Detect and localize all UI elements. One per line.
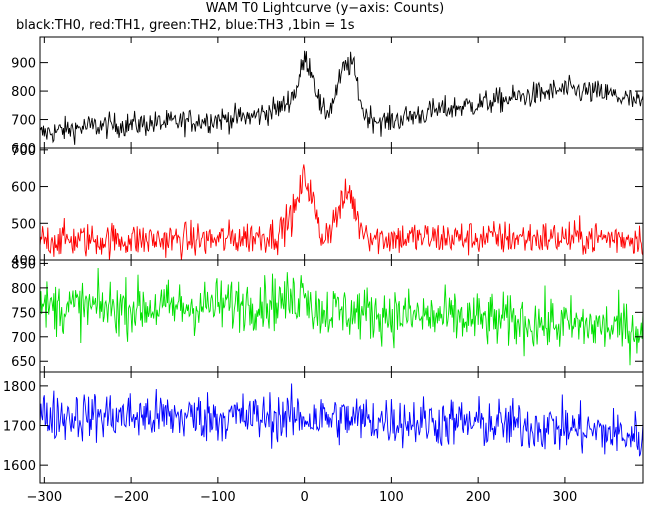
y-tick-label: 650	[11, 355, 36, 370]
x-tick-label: 100	[379, 490, 404, 505]
y-tick-label: 800	[11, 85, 36, 100]
x-tick-label: −100	[200, 490, 236, 505]
panel-frame	[39, 36, 644, 149]
y-tick-label: 1600	[3, 459, 36, 474]
y-tick-label: 700	[11, 114, 36, 129]
x-tick-label: −300	[26, 490, 62, 505]
series-line-th1	[40, 164, 643, 260]
panels-group: 6007008009004005006007006507007508008501…	[3, 36, 644, 484]
y-tick-label: 1700	[3, 420, 36, 435]
x-tick-label: −200	[113, 490, 149, 505]
x-tick-label: 0	[300, 490, 308, 505]
panel-frame	[39, 371, 644, 484]
y-tick-label: 500	[11, 217, 36, 232]
x-axis: −300 −200 −100 0 100 200 300	[26, 490, 577, 505]
series-line-th0	[40, 50, 643, 145]
y-tick-label: 850	[11, 257, 36, 272]
chart-subtitle: black:TH0, red:TH1, green:TH2, blue:TH3 …	[16, 18, 355, 33]
y-tick-label: 750	[11, 306, 36, 321]
y-tick-label: 600	[11, 142, 36, 157]
x-tick-label: 200	[466, 490, 491, 505]
y-tick-label: 400	[11, 254, 36, 269]
y-tick-label: 600	[11, 181, 36, 196]
y-tick-label: 1800	[3, 380, 36, 395]
y-tick-label: 700	[11, 144, 36, 159]
y-tick-label: 800	[11, 282, 36, 297]
y-tick-label: 700	[11, 331, 36, 346]
series-line-th3	[40, 383, 643, 457]
panel-th3: 1600 1700 1800	[3, 371, 644, 484]
y-tick-label: 900	[11, 57, 36, 72]
panel-th2: 650 700 750 800 850	[11, 257, 644, 373]
chart-title: WAM T0 Lightcurve (y−axis: Counts)	[205, 1, 445, 16]
x-tick-label: 300	[552, 490, 577, 505]
series-line-th2	[40, 267, 643, 366]
